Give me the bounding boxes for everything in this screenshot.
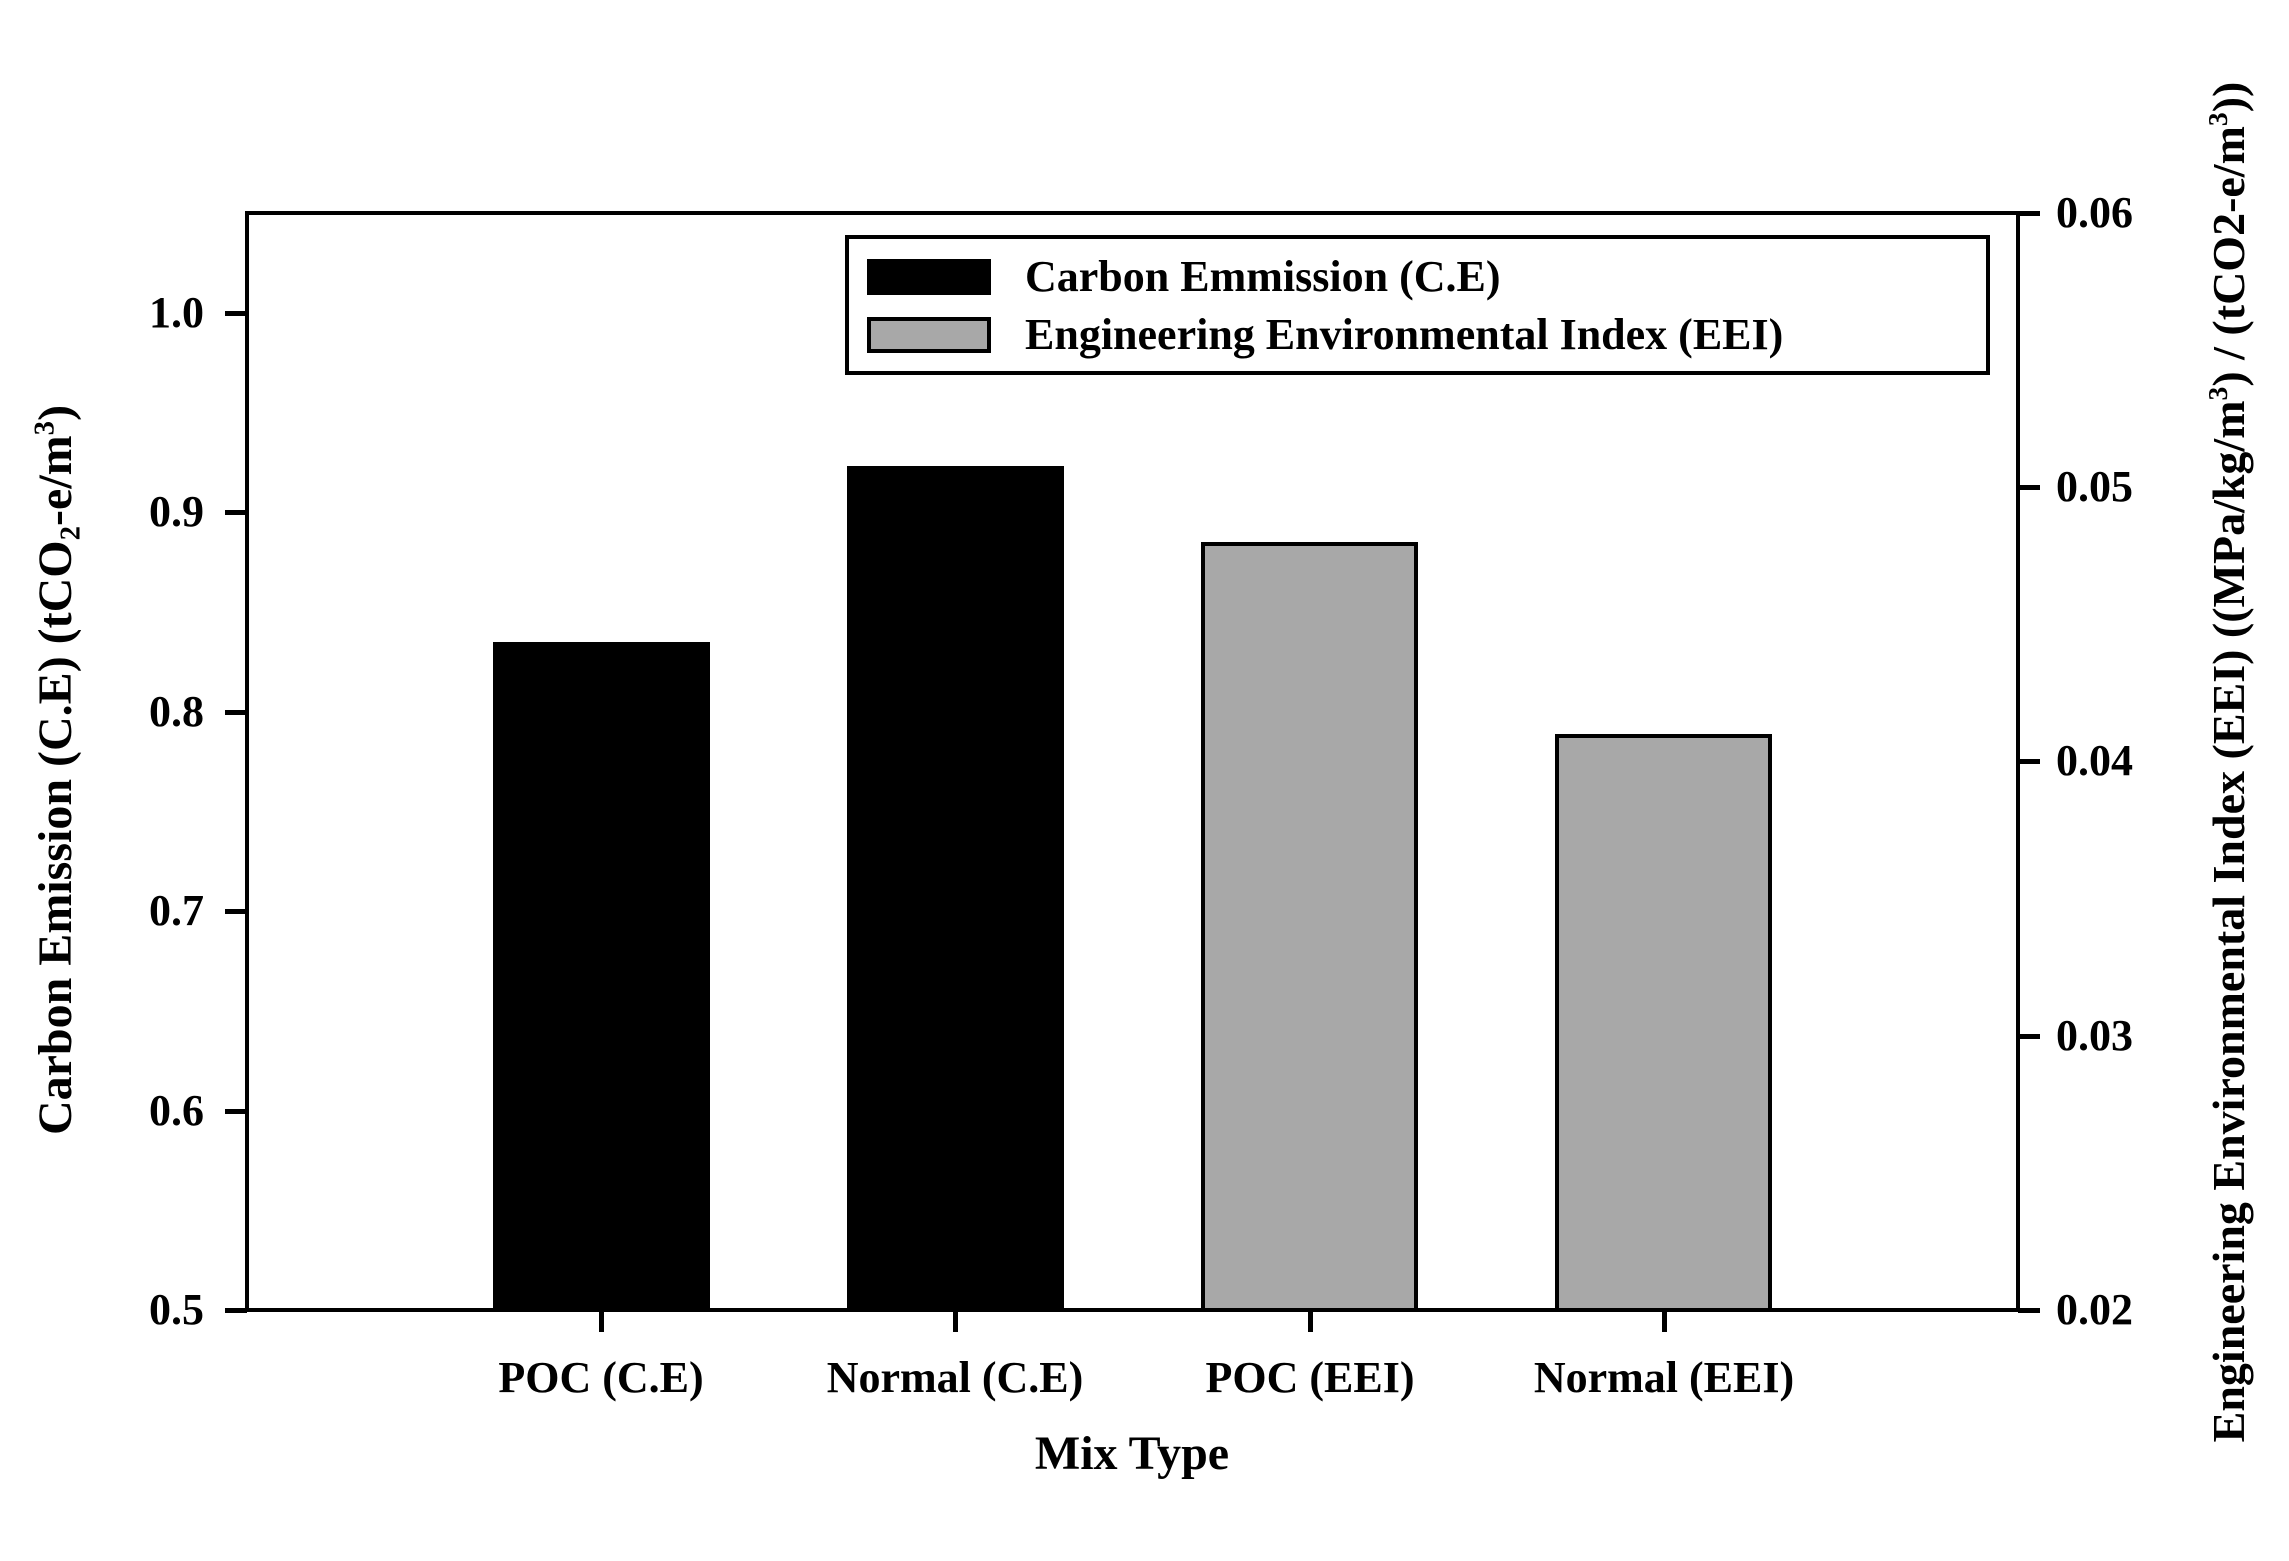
left-axis-tick-0.8 <box>225 710 247 715</box>
x-axis-label-poc-eei: POC (EEI) <box>1205 1353 1415 1402</box>
right-axis-tick-label-0.06: 0.06 <box>2056 188 2133 237</box>
left-axis-tick-label-0.8: 0.8 <box>149 687 204 736</box>
bar-poc-c-e <box>493 642 710 1312</box>
left-y-axis-title: Carbon Emission (C.E) (tCO2-e/m3) <box>28 404 87 1136</box>
left-axis-tick-0.9 <box>225 510 247 515</box>
right-axis-tick-0.04 <box>2018 759 2040 764</box>
left-axis-tick-0.6 <box>225 1109 247 1114</box>
left-axis-tick-label-0.7: 0.7 <box>149 886 204 935</box>
x-axis-tick-poc-c-e <box>599 1310 604 1332</box>
right-axis-tick-label-0.03: 0.03 <box>2056 1011 2133 1060</box>
right-axis-tick-0.05 <box>2018 485 2040 490</box>
right-axis-tick-0.02 <box>2018 1308 2040 1313</box>
legend-entry-carbon-emission: Carbon Emmission (C.E) <box>867 251 1501 303</box>
legend: Carbon Emmission (C.E) Engineering Envir… <box>845 235 1990 375</box>
x-axis-tick-normal-eei <box>1662 1310 1667 1332</box>
x-axis-tick-poc-eei <box>1308 1310 1313 1332</box>
right-axis-tick-0.03 <box>2018 1034 2040 1039</box>
legend-swatch-black <box>867 259 991 295</box>
x-axis-label-poc-c-e: POC (C.E) <box>498 1353 704 1402</box>
bar-normal-c-e <box>847 466 1064 1312</box>
x-axis-title: Mix Type <box>1034 1427 1230 1480</box>
legend-label: Carbon Emmission (C.E) <box>1025 252 1501 301</box>
right-axis-tick-label-0.05: 0.05 <box>2056 462 2133 511</box>
left-axis-tick-label-0.5: 0.5 <box>149 1285 204 1334</box>
legend-swatch-gray <box>867 317 991 353</box>
x-axis-label-normal-c-e: Normal (C.E) <box>826 1353 1084 1402</box>
x-axis-label-normal-eei: Normal (EEI) <box>1533 1353 1795 1402</box>
left-axis-tick-label-1.0: 1.0 <box>149 288 204 337</box>
bar-normal-eei <box>1555 734 1772 1312</box>
plot-area <box>245 211 2020 1312</box>
x-axis-tick-normal-c-e <box>953 1310 958 1332</box>
legend-label: Engineering Environmental Index (EEI) <box>1025 310 1784 359</box>
left-axis-tick-0.7 <box>225 909 247 914</box>
right-axis-tick-label-0.04: 0.04 <box>2056 736 2133 785</box>
legend-entry-eei: Engineering Environmental Index (EEI) <box>867 309 1783 361</box>
left-axis-tick-1.0 <box>225 311 247 316</box>
right-axis-tick-0.06 <box>2018 211 2040 216</box>
right-y-axis-title: Engineering Environmental Index (EEI) ((… <box>2202 81 2254 1443</box>
right-axis-tick-label-0.02: 0.02 <box>2056 1285 2133 1334</box>
left-axis-tick-label-0.6: 0.6 <box>149 1086 204 1135</box>
left-axis-tick-0.5 <box>225 1308 247 1313</box>
left-axis-tick-label-0.9: 0.9 <box>149 487 204 536</box>
